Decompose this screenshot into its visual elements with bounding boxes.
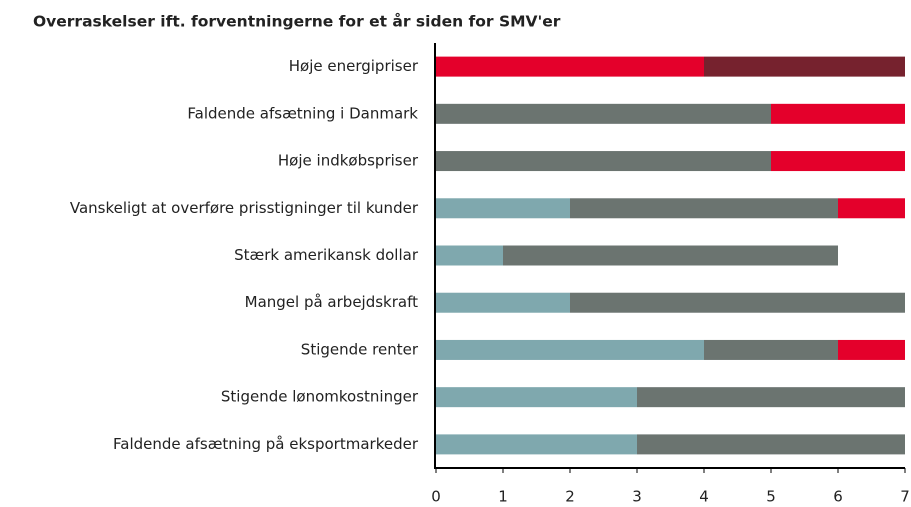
bar-segment [436, 292, 570, 313]
chart-title: Overraskelser ift. forventningerne for e… [33, 12, 561, 31]
bar-segment [570, 198, 838, 219]
x-tick-label: 7 [900, 488, 910, 506]
bar-segment [436, 151, 771, 172]
category-label: Stærk amerikansk dollar [234, 246, 419, 264]
bar-segment [838, 339, 905, 360]
bar-segment [436, 56, 704, 77]
x-tick-label: 4 [699, 488, 709, 506]
x-tick-label: 1 [498, 488, 508, 506]
x-tick-label: 2 [565, 488, 575, 506]
x-tick-label: 3 [632, 488, 642, 506]
category-label: Høje energipriser [289, 57, 419, 75]
category-label: Høje indkøbspriser [278, 152, 419, 170]
bar-segment [637, 387, 905, 408]
category-label: Stigende lønomkostninger [221, 388, 419, 406]
bar-segment [436, 387, 637, 408]
bar-segment [503, 245, 838, 266]
bar-segment [637, 434, 905, 455]
bar-segment [771, 103, 905, 124]
bar-segment [436, 339, 704, 360]
bar-segment [704, 339, 838, 360]
bar-segment [436, 198, 570, 219]
category-label: Faldende afsætning på eksportmarkeder [113, 435, 419, 453]
bar-segment [771, 151, 905, 172]
bar-segment [570, 292, 905, 313]
category-label: Stigende renter [301, 340, 419, 358]
x-tick-label: 6 [833, 488, 843, 506]
bar-segment [838, 198, 905, 219]
x-tick-label: 5 [766, 488, 776, 506]
x-tick-label: 0 [431, 488, 441, 506]
category-label: Vanskeligt at overføre prisstigninger ti… [70, 199, 419, 217]
bar-segment [436, 245, 503, 266]
bar-segment [436, 434, 637, 455]
bar-segment [436, 103, 771, 124]
category-label: Faldende afsætning i Danmark [187, 104, 418, 122]
category-label: Mangel på arbejdskraft [245, 293, 418, 311]
bar-segment [704, 56, 905, 77]
